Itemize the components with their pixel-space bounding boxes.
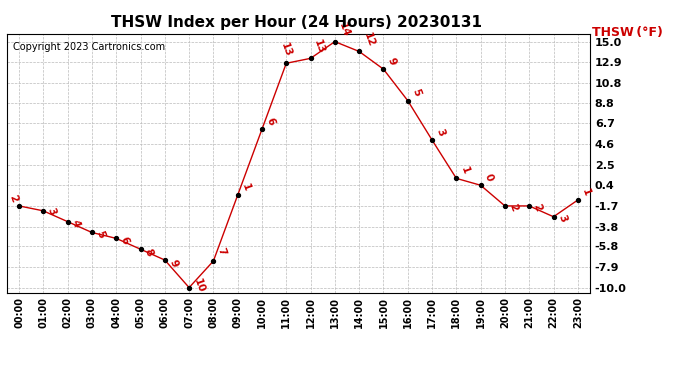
Point xyxy=(62,219,73,225)
Text: 5: 5 xyxy=(95,229,106,239)
Point xyxy=(354,48,365,54)
Point xyxy=(232,192,243,198)
Point xyxy=(110,236,121,242)
Point xyxy=(451,176,462,181)
Point xyxy=(426,137,437,143)
Text: 12: 12 xyxy=(362,32,376,48)
Point xyxy=(281,60,292,66)
Point xyxy=(305,56,316,62)
Text: 2: 2 xyxy=(7,194,19,204)
Point xyxy=(257,126,268,132)
Point xyxy=(38,208,49,214)
Point xyxy=(184,285,195,291)
Text: THSW (°F): THSW (°F) xyxy=(592,26,663,39)
Text: 2: 2 xyxy=(507,202,520,213)
Text: 1: 1 xyxy=(580,187,592,197)
Point xyxy=(524,203,535,209)
Text: 9: 9 xyxy=(167,258,179,268)
Text: 1: 1 xyxy=(459,165,471,176)
Text: 2: 2 xyxy=(531,202,544,213)
Point xyxy=(378,66,389,72)
Text: 5: 5 xyxy=(410,87,422,98)
Point xyxy=(159,257,170,263)
Text: 4: 4 xyxy=(70,218,82,228)
Point xyxy=(86,230,97,236)
Text: 14: 14 xyxy=(337,21,352,39)
Point xyxy=(208,258,219,264)
Text: 9: 9 xyxy=(386,56,397,66)
Point xyxy=(14,203,25,209)
Text: 6: 6 xyxy=(119,235,130,245)
Text: 13: 13 xyxy=(312,38,326,56)
Point xyxy=(548,214,559,220)
Point xyxy=(135,246,146,252)
Text: THSW Index per Hour (24 Hours) 20230131: THSW Index per Hour (24 Hours) 20230131 xyxy=(111,15,482,30)
Text: 13: 13 xyxy=(279,41,293,58)
Point xyxy=(500,203,511,209)
Point xyxy=(475,182,486,188)
Text: 6: 6 xyxy=(264,116,276,126)
Text: 8: 8 xyxy=(143,247,155,257)
Text: 0: 0 xyxy=(483,172,495,182)
Text: 1: 1 xyxy=(240,182,252,192)
Point xyxy=(572,197,583,203)
Text: 7: 7 xyxy=(216,247,228,257)
Point xyxy=(329,39,340,45)
Text: Copyright 2023 Cartronics.com: Copyright 2023 Cartronics.com xyxy=(12,42,165,51)
Text: 3: 3 xyxy=(435,127,446,137)
Text: 3: 3 xyxy=(556,213,568,223)
Text: 3: 3 xyxy=(46,207,58,217)
Point xyxy=(402,98,413,104)
Text: 10: 10 xyxy=(192,278,206,294)
